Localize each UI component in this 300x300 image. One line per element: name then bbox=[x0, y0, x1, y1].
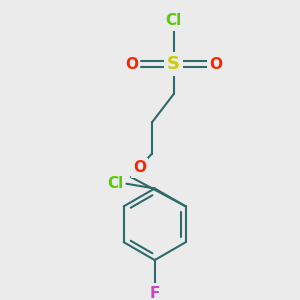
Text: F: F bbox=[149, 286, 160, 300]
Text: Cl: Cl bbox=[165, 13, 182, 28]
Text: O: O bbox=[133, 160, 146, 175]
Text: Cl: Cl bbox=[107, 176, 124, 191]
Text: O: O bbox=[125, 57, 138, 72]
Text: O: O bbox=[209, 57, 222, 72]
Text: S: S bbox=[167, 55, 180, 73]
